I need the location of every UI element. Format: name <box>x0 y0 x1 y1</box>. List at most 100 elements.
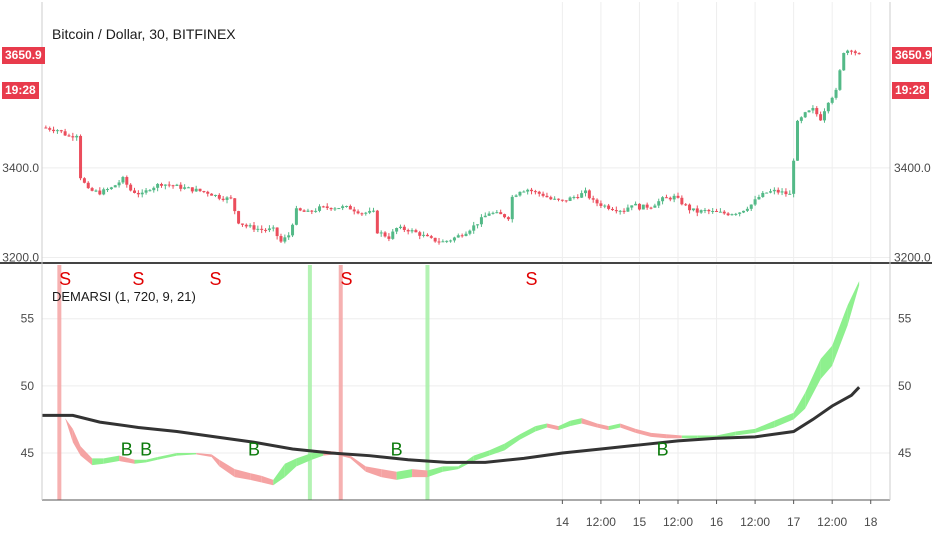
candle-body <box>310 210 314 212</box>
candle-body <box>217 194 221 199</box>
candle-body <box>603 205 607 207</box>
indicator-band-segment <box>735 428 756 436</box>
candle-body <box>691 208 695 211</box>
candle-body <box>391 231 395 239</box>
candle-body <box>815 108 819 115</box>
indicator-band-segment <box>473 450 490 462</box>
indicator-band-segment <box>146 457 158 463</box>
candle-body <box>761 192 765 197</box>
candle-body <box>526 189 530 192</box>
candle-body <box>221 198 225 200</box>
candle-body <box>364 212 368 214</box>
candle-body <box>826 102 830 112</box>
candle-body <box>406 230 410 232</box>
sell-signal: S <box>526 269 538 289</box>
candle-body <box>479 217 483 225</box>
candle-body <box>445 240 449 242</box>
candle-body <box>210 193 214 196</box>
last-price-tag-right: 3650.9 <box>892 47 932 64</box>
candle-body <box>510 196 514 220</box>
indicator-pane-bg <box>42 265 890 500</box>
candle-body <box>688 204 692 211</box>
candle-body <box>711 210 715 212</box>
indicator-band-segment <box>284 458 297 478</box>
indicator-band-segment <box>681 435 698 439</box>
indicator-band-segment <box>820 345 833 380</box>
candle-body <box>414 230 418 233</box>
candle-body <box>113 185 117 188</box>
candle-body <box>102 189 106 195</box>
indicator-band-segment <box>832 305 848 366</box>
indicator-band-segment <box>381 469 397 480</box>
candle-body <box>368 210 372 213</box>
candle-body <box>252 225 256 230</box>
candle-body <box>568 197 572 201</box>
candle-body <box>240 223 244 225</box>
candle-body <box>348 205 352 210</box>
candle-body <box>722 211 726 214</box>
candle-body <box>298 208 302 211</box>
candle-body <box>695 208 699 213</box>
candle-body <box>483 215 487 218</box>
candle-body <box>549 197 553 200</box>
candle-body <box>206 191 210 194</box>
sell-signal: S <box>132 269 144 289</box>
indicator-band-segment <box>570 418 582 427</box>
candle-body <box>133 190 137 193</box>
candle-body <box>614 210 618 212</box>
candle-body <box>152 187 156 191</box>
candle-body <box>668 197 672 200</box>
sell-signal: S <box>59 269 71 289</box>
indicator-axis-label-right: 50 <box>898 379 912 393</box>
x-tick-label: 16 <box>710 515 724 529</box>
indicator-band-segment <box>80 446 93 466</box>
indicator-band-segment <box>442 466 459 472</box>
candle-body <box>707 209 711 212</box>
candle-body <box>379 232 383 234</box>
candle-body <box>753 199 757 205</box>
candle-body <box>626 207 630 212</box>
x-tick-label: 18 <box>864 515 878 529</box>
candle-body <box>244 224 248 227</box>
countdown-tag-left: 19:28 <box>2 82 39 99</box>
candle-body <box>90 188 94 191</box>
indicator-band-segment <box>847 281 860 326</box>
candle-body <box>256 228 260 230</box>
candle-body <box>583 190 587 194</box>
x-tick-label: 12:00 <box>817 515 847 529</box>
candle-body <box>587 190 591 199</box>
candle-body <box>233 198 237 212</box>
candle-body <box>853 51 857 54</box>
signal-vline <box>338 265 343 500</box>
candle-body <box>599 203 603 206</box>
candle-body <box>48 128 52 130</box>
indicator-band-segment <box>176 453 197 456</box>
indicator-band-segment <box>234 469 251 480</box>
candle-body <box>186 187 190 189</box>
candle-body <box>495 212 499 214</box>
candle-body <box>795 120 799 161</box>
candle-body <box>183 187 187 189</box>
signal-vline <box>425 265 430 500</box>
indicator-band-segment <box>805 359 821 409</box>
candle-body <box>607 205 611 209</box>
candle-body <box>676 195 680 198</box>
candle-body <box>71 136 75 138</box>
candle-body <box>834 89 838 98</box>
candle-body <box>352 209 356 212</box>
candle-body <box>776 189 780 193</box>
candle-body <box>745 208 749 211</box>
candle-body <box>664 197 668 199</box>
candle-body <box>452 237 456 241</box>
candle-body <box>553 198 557 200</box>
candle-body <box>849 50 853 52</box>
x-tick-label: 12:00 <box>663 515 693 529</box>
candle-body <box>506 217 510 220</box>
candle-body <box>213 194 217 196</box>
candle-body <box>503 214 507 218</box>
candle-body <box>229 197 233 199</box>
countdown-tag-right: 19:28 <box>892 82 929 99</box>
sell-signal: S <box>209 269 221 289</box>
indicator-band-segment <box>103 455 120 464</box>
